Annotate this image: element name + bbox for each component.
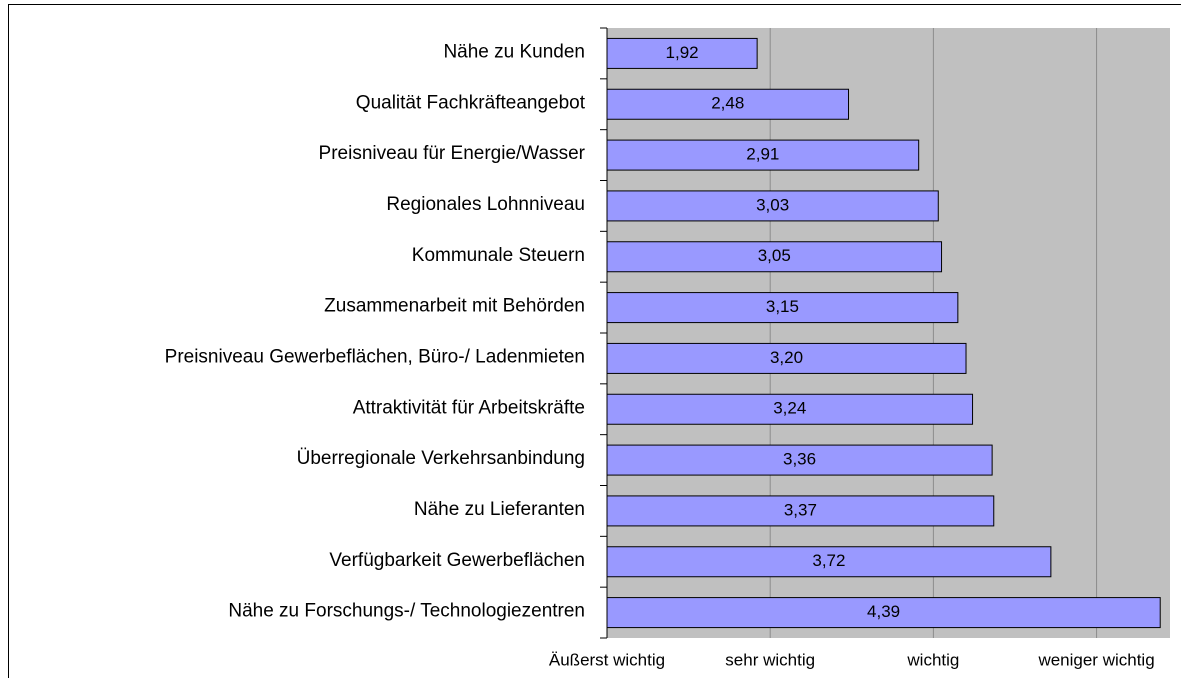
bar: [606, 342, 967, 374]
value-label: 3,36: [783, 450, 816, 469]
value-label: 1,92: [666, 43, 699, 62]
y-tick-label: Qualität Fachkräfteangebot: [356, 92, 586, 113]
x-tick-label: Äußerst wichtig: [549, 650, 665, 669]
value-label: 2,91: [746, 145, 779, 164]
value-label: 3,37: [784, 500, 817, 519]
bar: [606, 190, 939, 222]
value-label: 4,39: [867, 602, 900, 621]
bar: [606, 597, 1161, 629]
value-label: 3,72: [812, 551, 845, 570]
y-tick-label: Attraktivität für Arbeitskräfte: [353, 397, 585, 418]
y-tick-label: Überregionale Verkehrsanbindung: [297, 448, 585, 469]
bar: [606, 88, 850, 120]
y-tick-label: Kommunale Steuern: [412, 245, 585, 266]
x-tick-label: weniger wichtig: [1037, 650, 1154, 669]
bar: [606, 241, 943, 273]
value-label: 3,05: [758, 246, 791, 265]
y-tick-label: Preisniveau für Energie/Wasser: [319, 143, 586, 164]
y-tick-label: Regionales Lohnniveau: [386, 194, 585, 215]
value-label: 3,24: [773, 399, 806, 418]
y-tick-label: Verfügbarkeit Gewerbeflächen: [329, 550, 585, 571]
bar: [606, 546, 1052, 578]
value-label: 2,48: [711, 94, 744, 113]
x-tick-label: sehr wichtig: [725, 650, 815, 669]
bar: [606, 37, 758, 69]
bar: [606, 444, 993, 476]
y-tick-label: Zusammenarbeit mit Behörden: [324, 296, 585, 317]
y-tick-label: Nähe zu Lieferanten: [414, 499, 585, 520]
x-tick-label: wichtig: [906, 650, 959, 669]
y-tick-label: Nähe zu Kunden: [443, 41, 585, 62]
y-tick-label: Nähe zu Forschungs-/ Technologiezentren: [228, 601, 585, 622]
value-label: 3,20: [770, 348, 803, 367]
bar: [606, 393, 974, 425]
value-label: 3,03: [756, 195, 789, 214]
y-tick-label: Preisniveau Gewerbeflächen, Büro-/ Laden…: [165, 346, 585, 367]
bar: [606, 139, 920, 171]
bar: [606, 495, 995, 527]
value-label: 3,15: [766, 297, 799, 316]
plot-area: [607, 28, 1170, 638]
bar: [606, 292, 959, 324]
chart-border: [8, 4, 1181, 678]
